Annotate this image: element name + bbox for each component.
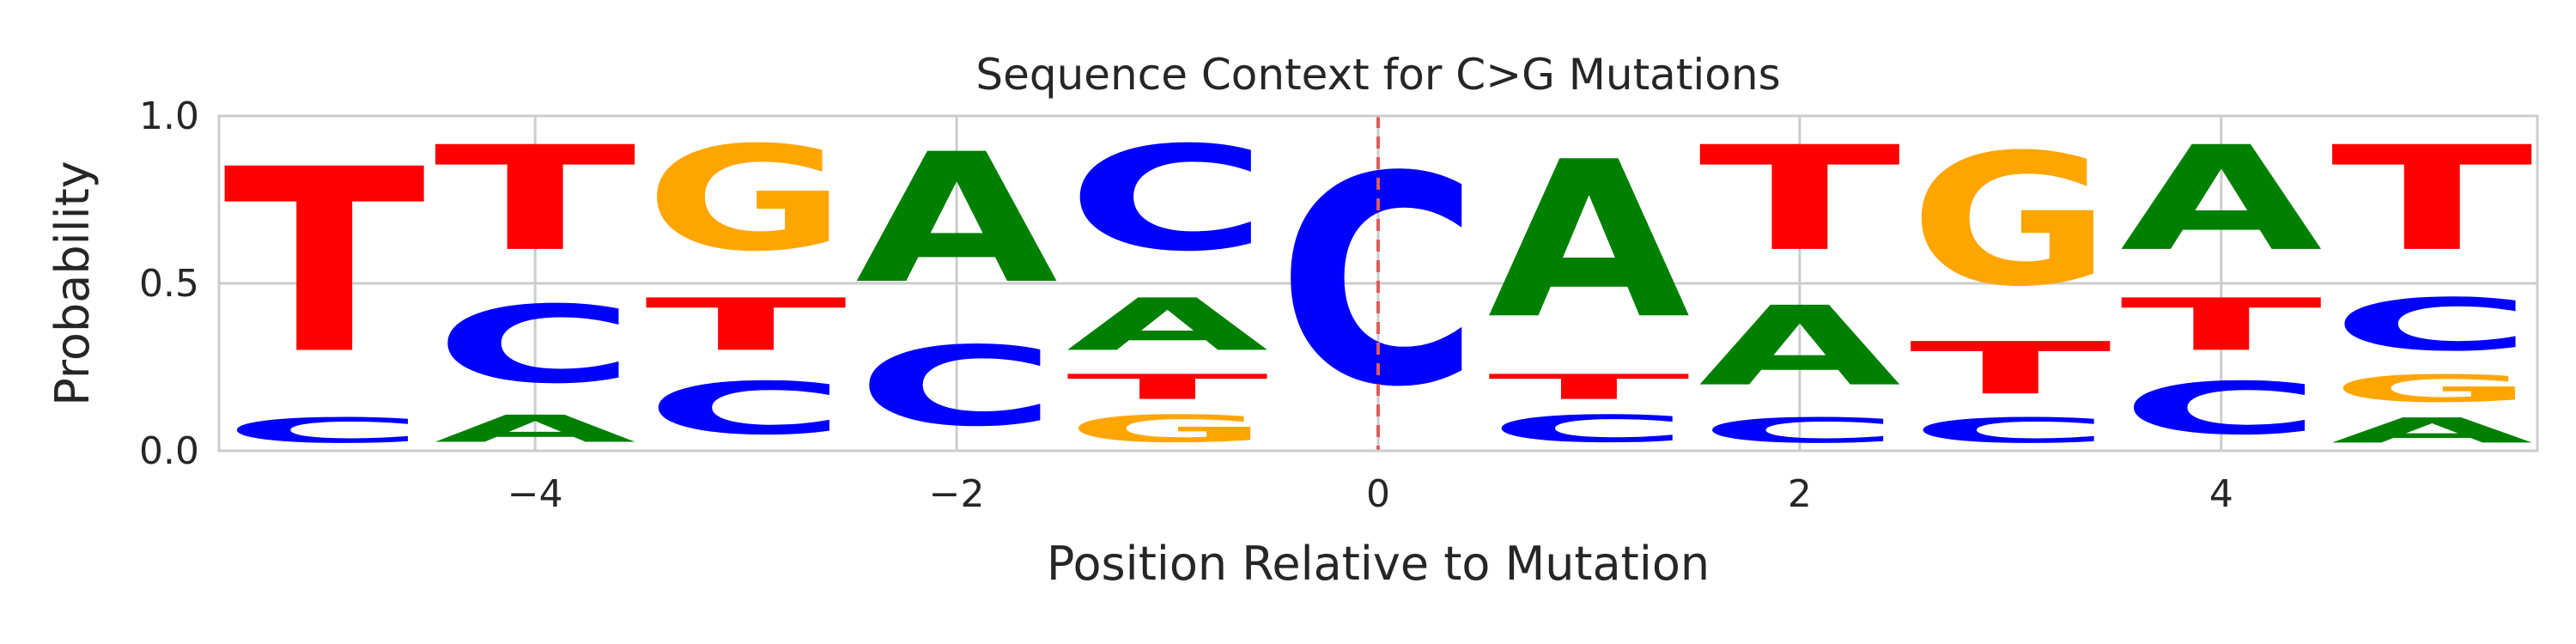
logo-letter-C: C bbox=[1488, 407, 1691, 451]
logo-letter-G: G bbox=[645, 116, 848, 283]
logo-letter-A: A bbox=[1488, 115, 1692, 366]
logo-letter-C: C bbox=[2120, 368, 2323, 451]
logo-letter-C: C bbox=[1066, 116, 1269, 283]
logo-letter-C: C bbox=[1698, 410, 1901, 451]
x-tick-label: 2 bbox=[1788, 472, 1812, 516]
logo-letter-C: C bbox=[434, 283, 636, 407]
logo-letter-G: G bbox=[1066, 407, 1269, 451]
logo-letter-T: T bbox=[2120, 283, 2323, 367]
logo-letter-C: C bbox=[645, 368, 848, 451]
logo-letter-A: A bbox=[2330, 410, 2533, 451]
logo-letter-A: A bbox=[2120, 115, 2323, 283]
logo-letter-A: A bbox=[855, 116, 1060, 323]
logo-letter-T: T bbox=[434, 116, 637, 283]
logo-letter-T: T bbox=[1910, 327, 2112, 410]
logo-letter-A: A bbox=[1698, 283, 1901, 410]
logo-letter-C: C bbox=[223, 410, 426, 451]
logo-letter-G: G bbox=[1910, 116, 2112, 326]
y-tick-label: 0.0 bbox=[139, 429, 199, 473]
logo-letter-T: T bbox=[1066, 367, 1269, 407]
logo-letter-C: C bbox=[855, 323, 1058, 450]
x-axis-label: Position Relative to Mutation bbox=[1047, 537, 1710, 591]
y-tick-label: 0.5 bbox=[139, 262, 199, 306]
y-axis-label: Probability bbox=[46, 161, 100, 405]
x-tick-label: 4 bbox=[2209, 472, 2233, 516]
logo-letter-C: C bbox=[2330, 283, 2533, 367]
x-tick-label: 0 bbox=[1366, 472, 1390, 516]
logo-letter-C: C bbox=[1910, 410, 2112, 451]
logo-letter-A: A bbox=[434, 407, 636, 451]
chart-title: Sequence Context for C>G Mutations bbox=[975, 50, 1780, 100]
logo-letter-T: T bbox=[2330, 116, 2534, 283]
x-tick-label: −2 bbox=[929, 472, 985, 516]
x-tick-labels: −4 −2 0 2 4 bbox=[507, 472, 2233, 516]
plot-frame bbox=[217, 114, 2539, 453]
logo-letter-T: T bbox=[1698, 116, 1902, 283]
logo-letter-T: T bbox=[1488, 367, 1691, 407]
logo-letter-G: G bbox=[2330, 367, 2533, 410]
logo-letter-T: T bbox=[645, 283, 848, 367]
logo-letter-T: T bbox=[223, 115, 427, 410]
x-tick-label: −4 bbox=[507, 472, 563, 516]
y-tick-label: 1.0 bbox=[139, 94, 199, 138]
y-tick-labels: 0.0 0.5 1.0 bbox=[139, 94, 199, 473]
logo-letter-A: A bbox=[1066, 283, 1269, 367]
